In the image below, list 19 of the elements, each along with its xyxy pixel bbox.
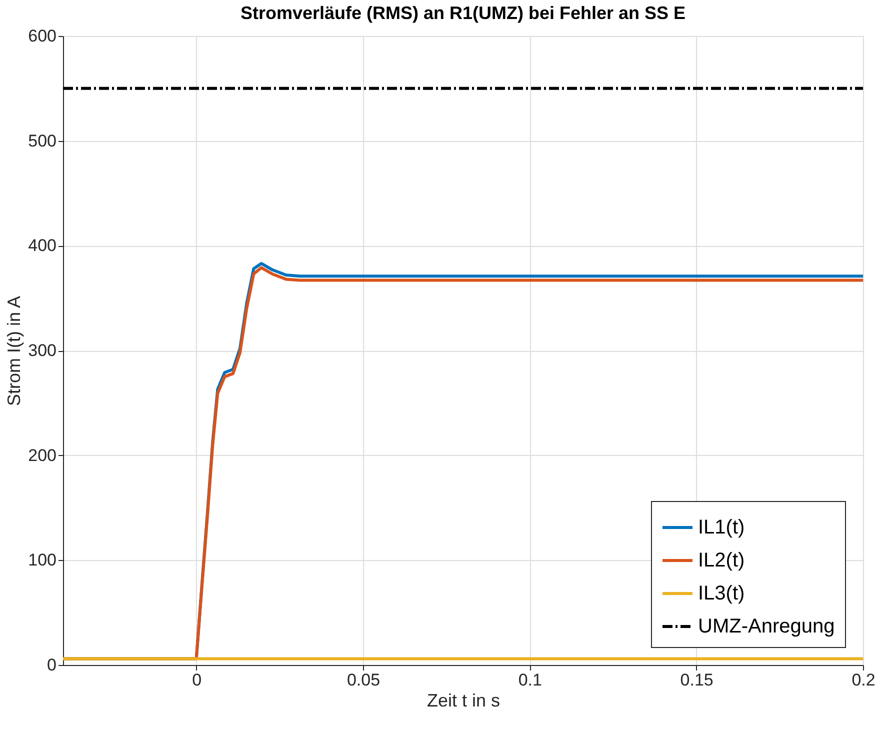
- x-tick-label: 0.05: [346, 670, 380, 690]
- x-tick-label: 0.15: [680, 670, 714, 690]
- x-tick-label: 0.2: [852, 670, 876, 690]
- legend-label: IL1(t): [698, 516, 745, 538]
- y-tick-label: 100: [28, 550, 56, 570]
- x-tick-label: 0: [192, 670, 202, 690]
- legend-label: UMZ-Anregung: [698, 616, 835, 638]
- x-tick-label: 0.1: [518, 670, 542, 690]
- legend-label: IL2(t): [698, 550, 745, 572]
- y-tick-label: 500: [28, 131, 56, 150]
- chart-title: Stromverläufe (RMS) an R1(UMZ) bei Fehler an SS E: [240, 3, 686, 23]
- y-tick-label: 600: [28, 26, 56, 46]
- y-tick-label: 300: [28, 341, 56, 360]
- legend-label: IL3(t): [698, 582, 745, 604]
- x-axis-title: Zeit t in s: [426, 690, 500, 710]
- y-tick-label: 400: [28, 236, 56, 256]
- y-tick-label: 200: [28, 446, 56, 465]
- y-axis-title: Strom I(t) in A: [4, 296, 24, 406]
- y-tick-label: 0: [47, 656, 56, 674]
